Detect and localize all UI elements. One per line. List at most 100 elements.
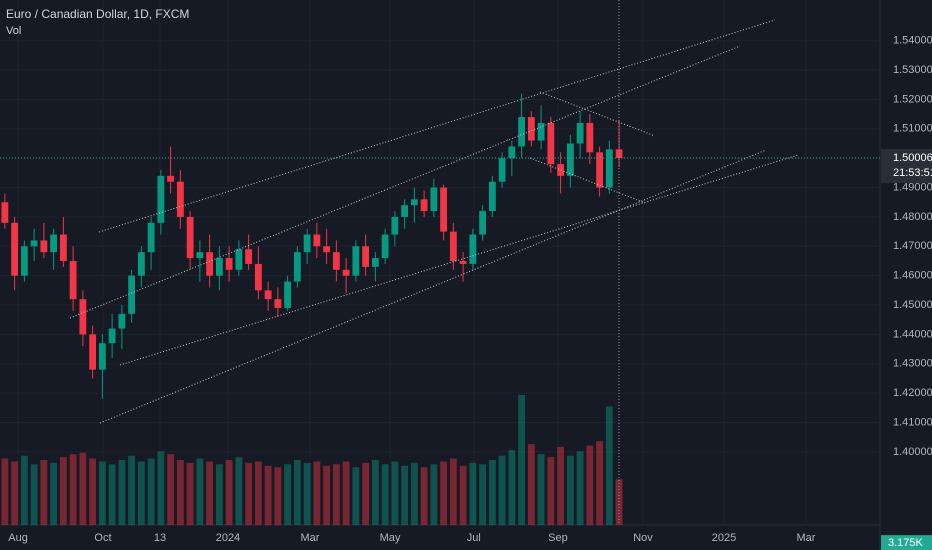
volume-bar [79,452,87,525]
candle-body [40,240,48,253]
volume-bar [547,457,555,525]
x-tick-label: May [380,532,401,544]
volume-bar [186,462,194,525]
candle-body [332,252,340,270]
volume-bar [89,458,97,525]
volume-bar [527,444,535,525]
volume-bar [245,462,253,525]
candle-body [586,122,594,153]
candle-body [89,334,97,370]
trend-line [119,154,799,366]
volume-bar [225,460,233,525]
volume-bar [167,454,175,525]
volume-bar [274,467,282,525]
candle-body [410,199,418,206]
x-tick-label: 2024 [216,532,240,544]
x-tick-label: Aug [8,532,28,544]
volume-bar [108,464,116,525]
candle-body [537,122,545,141]
candle-body [245,249,253,264]
volume-bar [20,455,28,525]
x-tick-label: Nov [633,532,653,544]
volume-bar [313,461,321,525]
candle-body [547,122,555,165]
y-tick-label: 1.42000 [893,387,932,399]
candle-body [274,299,282,308]
candle-body [284,281,292,308]
candle-body [11,222,19,276]
candle-body [430,187,438,212]
candle-body [342,269,350,276]
volume-bar [98,461,106,525]
candles [1,93,623,400]
candle-body [264,290,272,300]
y-tick-label: 1.51000 [893,123,932,135]
candle-body [508,146,516,159]
volume-bar [586,445,594,525]
y-tick-label: 1.49000 [893,181,932,193]
candle-body [147,222,155,253]
candle-body [196,252,204,259]
candle-body [371,258,379,267]
candle-body [225,258,233,270]
candle-body [391,216,399,235]
candle-body [206,252,214,276]
candle-body [108,328,116,344]
y-tick-label: 1.54000 [893,35,932,47]
volume-bar [284,464,292,525]
volume-bar [557,447,565,525]
y-tick-label: 1.43000 [893,358,932,370]
volume-bar [293,460,301,525]
y-tick-label: 1.47000 [893,240,932,252]
volume-bar [215,464,223,525]
candle-body [576,122,584,144]
candle-body [254,263,262,291]
candle-body [303,234,311,253]
volume-bar [518,395,526,525]
candle-body [459,260,467,264]
candle-body [381,234,389,259]
trend-lines [69,19,799,424]
volume-bar [459,465,467,525]
x-tick-label: 2025 [712,532,736,544]
volume-bar [449,458,457,525]
x-tick-label: Oct [94,532,111,544]
x-tick-label: 13 [154,532,166,544]
trend-line [69,45,741,319]
volume-label-box [881,535,932,550]
x-tick-label: Sep [548,532,568,544]
candle-body [440,187,448,232]
axes: 1.40000 1.41000 1.42000 1.43000 1.44000 1.450… [8,35,932,550]
y-tick-label: 1.48000 [893,211,932,223]
last-price-label: 1.50006 [893,152,932,164]
volume-bar [420,467,428,525]
volume-bar [235,457,243,525]
candle-body [59,234,67,261]
candle-body [362,246,370,267]
candle-body [30,240,38,247]
volume-bar [371,460,379,525]
candle-body [128,275,136,314]
volume-legend: Vol [6,25,21,37]
x-tick-label: Mar [797,532,816,544]
chart-title: Euro / Canadian Dollar, 1D, FXCM [6,7,189,21]
candle-body [401,205,409,217]
candle-body [118,313,126,329]
volume-bar [323,465,331,525]
trend-line [98,19,776,233]
y-tick-label: 1.46000 [893,270,932,282]
volume-bar [147,458,155,525]
candle-body [518,117,526,147]
candle-body [420,199,428,212]
volume-bar [430,464,438,525]
candle-body [527,117,535,141]
volume-bar [576,451,584,525]
trend-line [529,157,646,204]
candle-body [235,249,243,270]
volume-bar [391,461,399,525]
volume-bar [605,406,613,525]
volume-bar [342,461,350,525]
volume-bar [157,451,165,525]
